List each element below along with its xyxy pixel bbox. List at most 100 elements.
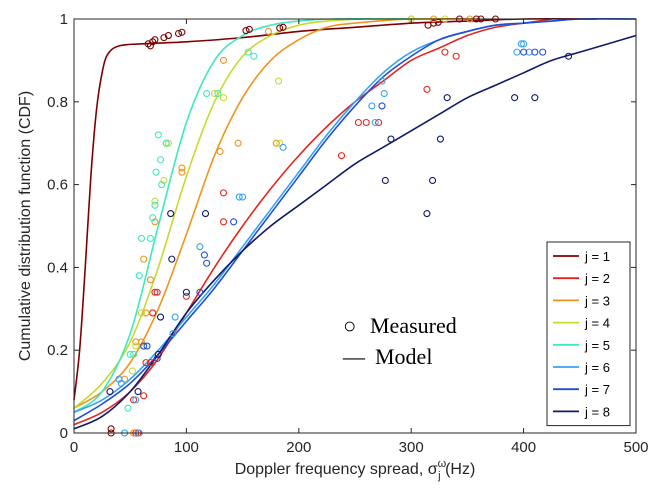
measured-point-j5 bbox=[158, 181, 166, 189]
measured-point-j3 bbox=[137, 338, 145, 346]
x-axis-label-main: Doppler frequency spread, σ bbox=[235, 461, 438, 478]
measured-point-j8 bbox=[168, 255, 176, 263]
measured-point-j4 bbox=[276, 139, 284, 147]
x-tick-label: 400 bbox=[511, 439, 536, 456]
measured-point-j2 bbox=[375, 118, 383, 127]
measured-point-j1 bbox=[151, 36, 159, 44]
measured-point-j4 bbox=[210, 89, 219, 98]
measured-point-j1 bbox=[245, 25, 253, 33]
measured-point-j4 bbox=[275, 77, 283, 85]
measured-point-j1 bbox=[146, 42, 154, 50]
measured-point-j7 bbox=[531, 48, 539, 56]
measured-point-j2 bbox=[130, 396, 138, 404]
measured-point-j5 bbox=[135, 272, 143, 280]
measured-markers bbox=[106, 15, 573, 437]
legend-label-j5: j = 5 bbox=[584, 338, 610, 353]
measured-point-j3 bbox=[219, 56, 228, 64]
measured-point-j6 bbox=[235, 193, 243, 201]
model-curve-j8 bbox=[73, 34, 637, 430]
y-axis-label: Cumulative distribution function (CDF) bbox=[17, 91, 34, 361]
x-tick-label: 100 bbox=[174, 439, 199, 456]
y-tick-label: 0.6 bbox=[47, 177, 68, 194]
legend-label-j2: j = 2 bbox=[584, 271, 610, 286]
measured-point-j8 bbox=[511, 94, 519, 102]
measured-point-j7 bbox=[378, 102, 386, 110]
measured-point-j7 bbox=[143, 342, 151, 350]
measured-point-j2 bbox=[142, 359, 150, 367]
model-curve-j5 bbox=[73, 18, 412, 413]
measured-point-j6 bbox=[279, 143, 287, 151]
measured-point-j7 bbox=[230, 218, 238, 226]
measured-point-j8 bbox=[429, 176, 437, 185]
measured-point-j3 bbox=[264, 27, 273, 35]
measured-point-j3 bbox=[272, 139, 280, 147]
measured-point-j8 bbox=[201, 210, 210, 218]
measured-point-j7 bbox=[203, 259, 211, 267]
measured-point-j2 bbox=[219, 218, 228, 226]
measured-point-j3 bbox=[178, 168, 186, 176]
measured-point-j1 bbox=[160, 34, 168, 42]
measured-point-j8 bbox=[106, 388, 114, 396]
measured-point-j2 bbox=[151, 288, 159, 296]
axis-ticks: 0 100 200 300 400 500 0 0.2 0.4 0.6 0.8 1 bbox=[47, 11, 648, 456]
measured-point-j5 bbox=[130, 350, 138, 358]
measured-point-j4 bbox=[132, 342, 140, 350]
measured-point-j1 bbox=[430, 19, 438, 27]
measured-point-j5 bbox=[149, 214, 157, 222]
measured-point-j8 bbox=[381, 176, 389, 185]
measured-point-j2 bbox=[452, 52, 460, 60]
measured-point-j4 bbox=[164, 139, 172, 147]
y-tick-label: 0.4 bbox=[47, 259, 68, 276]
x-axis-label: Doppler frequency spread, σω j (Hz) bbox=[235, 458, 476, 482]
measured-point-j5 bbox=[244, 48, 252, 56]
measured-point-j8 bbox=[134, 388, 142, 396]
measured-point-j1 bbox=[279, 23, 287, 31]
measured-point-j2 bbox=[362, 118, 370, 127]
measured-point-j6 bbox=[368, 102, 376, 110]
measured-point-j2 bbox=[219, 189, 228, 197]
measured-point-j2 bbox=[423, 85, 431, 93]
measured-point-j8 bbox=[423, 210, 431, 218]
measured-point-j4 bbox=[219, 94, 228, 102]
measured-point-j3 bbox=[146, 276, 154, 284]
measured-point-j8 bbox=[154, 350, 162, 358]
measured-point-j3 bbox=[151, 218, 159, 226]
measured-point-j2 bbox=[441, 48, 449, 56]
measured-point-j6 bbox=[378, 77, 386, 85]
x-tick-label: 200 bbox=[286, 439, 311, 456]
legend-label-j1: j = 1 bbox=[584, 249, 610, 264]
marker-key: ○ Measured — Model bbox=[342, 313, 457, 369]
legend-label-j7: j = 7 bbox=[584, 382, 610, 397]
measured-point-j1 bbox=[144, 40, 152, 48]
measured-point-j5 bbox=[152, 168, 160, 176]
measured-point-j5 bbox=[250, 52, 258, 60]
legend-label-j3: j = 3 bbox=[584, 293, 610, 308]
measured-point-j8 bbox=[156, 313, 165, 321]
measured-point-j7 bbox=[153, 354, 161, 363]
measured-point-j1 bbox=[242, 27, 250, 35]
measured-point-j5 bbox=[151, 201, 159, 209]
measured-point-j2 bbox=[149, 309, 157, 317]
measured-point-j6 bbox=[517, 40, 525, 48]
measured-point-j1 bbox=[174, 29, 183, 38]
x-tick-label: 500 bbox=[623, 439, 648, 456]
measured-point-j3 bbox=[178, 164, 186, 172]
x-tick-label: 300 bbox=[399, 439, 424, 456]
measured-point-j6 bbox=[132, 396, 140, 404]
measured-point-j7 bbox=[200, 251, 208, 259]
measured-point-j3 bbox=[234, 139, 242, 147]
measured-point-j7 bbox=[520, 48, 528, 56]
measured-point-j6 bbox=[115, 375, 123, 383]
measured-point-j2 bbox=[140, 392, 148, 400]
measured-point-j6 bbox=[513, 48, 521, 56]
legend: j = 1 j = 2 j = 3 j = 4 j = 5 j = 6 j = 7 j = 8 bbox=[546, 241, 631, 427]
measured-point-j1 bbox=[107, 425, 115, 433]
measured-point-j3 bbox=[140, 255, 148, 263]
y-tick-label: 0.8 bbox=[47, 94, 68, 111]
measured-point-j2 bbox=[182, 292, 190, 300]
measured-point-j7 bbox=[140, 342, 148, 350]
measured-point-j2 bbox=[337, 152, 346, 160]
measured-point-j8 bbox=[531, 94, 539, 102]
measured-point-j6 bbox=[371, 118, 379, 127]
